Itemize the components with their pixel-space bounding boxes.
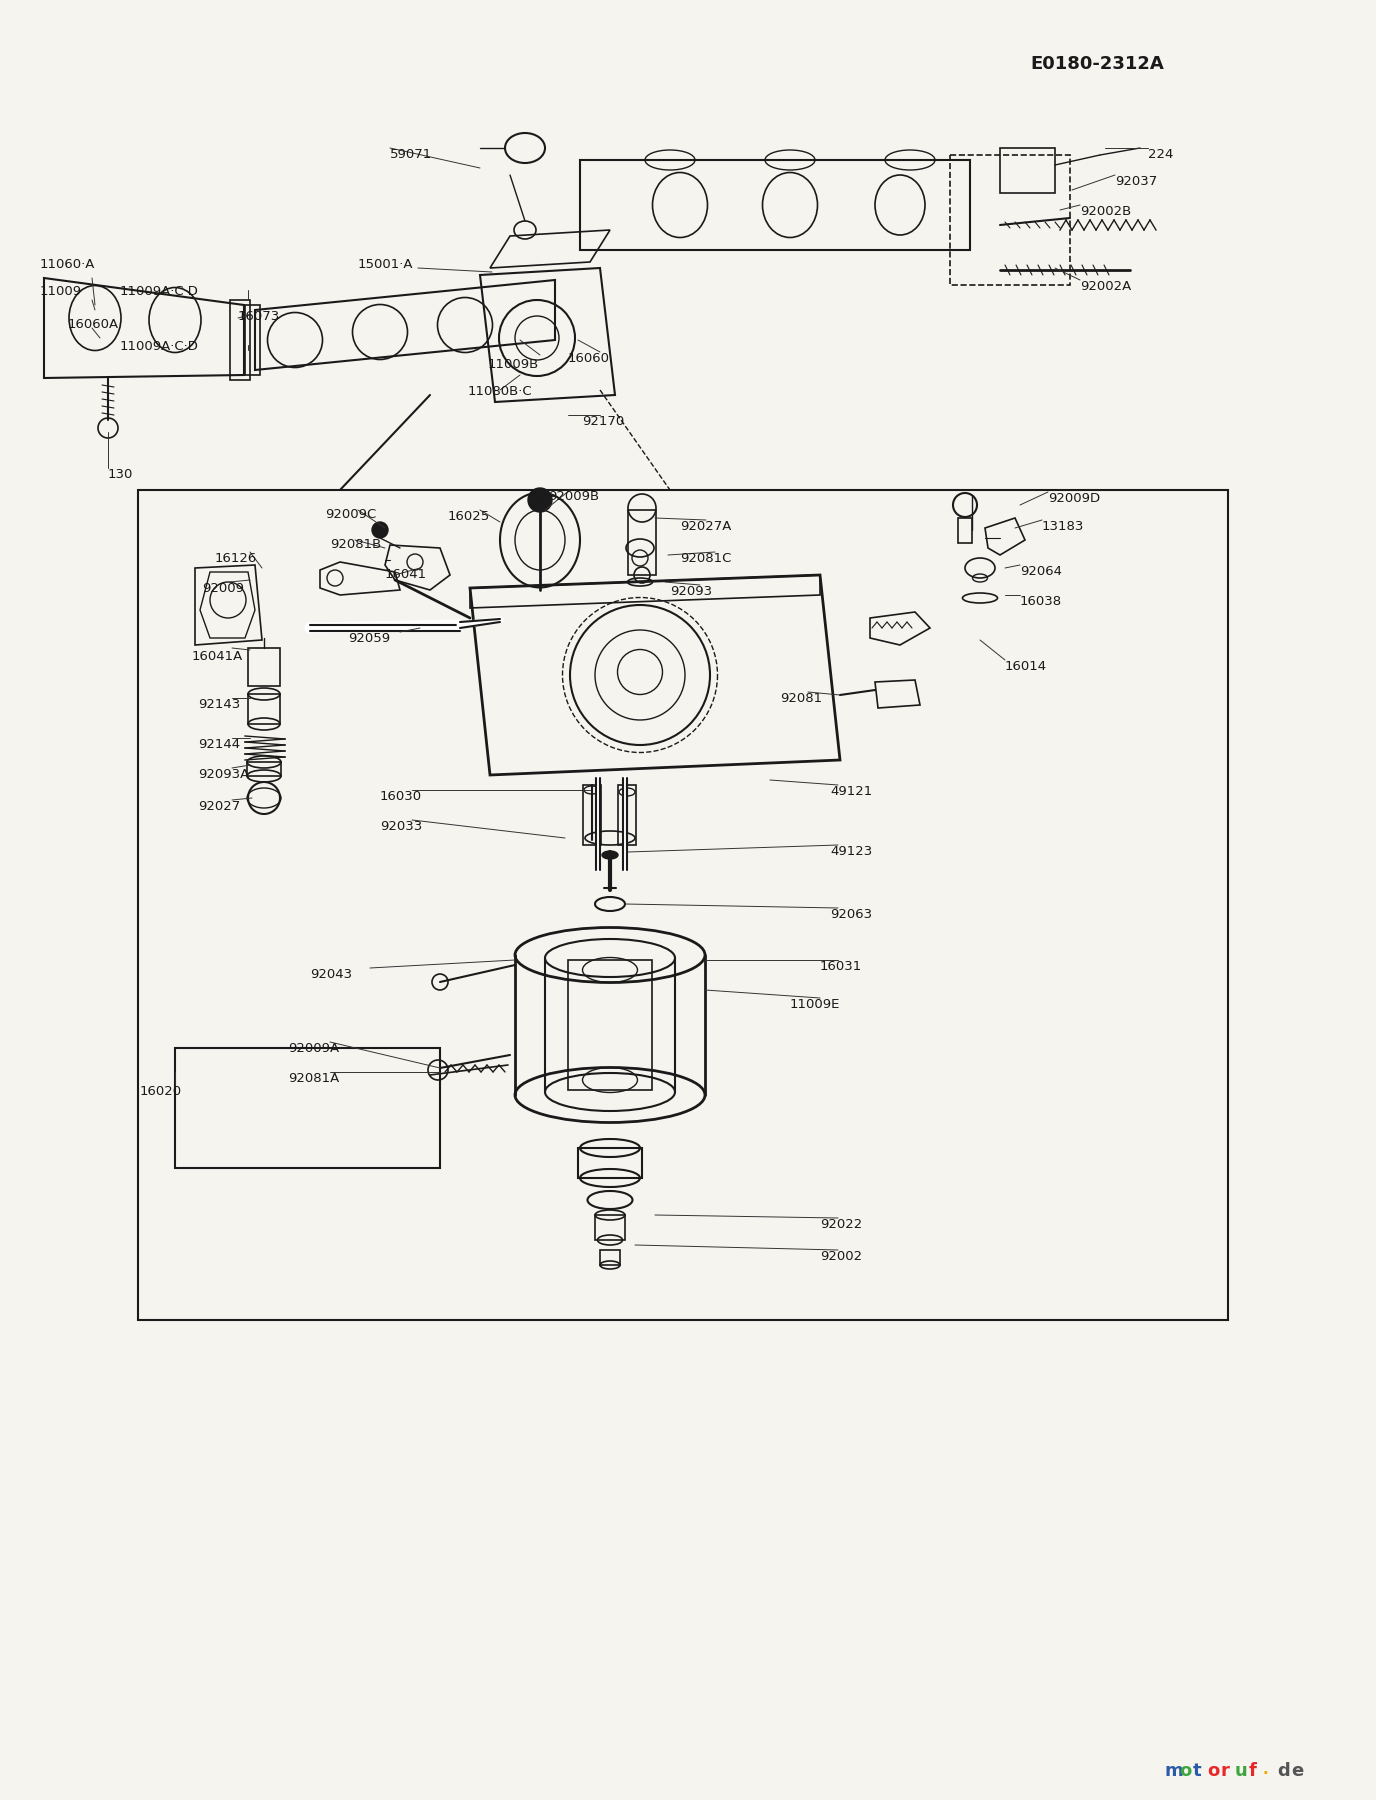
Text: 11009: 11009 (40, 284, 83, 299)
Text: 92002A: 92002A (1080, 281, 1131, 293)
Text: 92009A: 92009A (288, 1042, 338, 1055)
Text: 92081B: 92081B (330, 538, 381, 551)
Text: 224: 224 (1148, 148, 1174, 160)
Text: 16073: 16073 (238, 310, 281, 322)
Text: 15001·A: 15001·A (358, 257, 414, 272)
Bar (248, 761, 281, 776)
Text: 92144: 92144 (198, 738, 241, 751)
Bar (175, 1048, 440, 1168)
Text: 92009C: 92009C (325, 508, 376, 520)
Text: 16041: 16041 (385, 569, 427, 581)
Text: 92143: 92143 (198, 698, 241, 711)
Text: 59071: 59071 (389, 148, 432, 160)
Text: 92093: 92093 (670, 585, 713, 598)
Text: u: u (1236, 1762, 1248, 1780)
Bar (600, 1249, 621, 1265)
Text: m: m (1165, 1762, 1183, 1780)
Text: 16038: 16038 (1020, 596, 1062, 608)
Text: 49123: 49123 (830, 844, 872, 859)
Text: 92093A: 92093A (198, 769, 249, 781)
Circle shape (372, 522, 388, 538)
Text: 11009A·C·D: 11009A·C·D (120, 284, 200, 299)
Text: 130: 130 (107, 468, 133, 481)
Text: 11009A·C·D: 11009A·C·D (120, 340, 200, 353)
Text: f: f (1249, 1762, 1256, 1780)
Bar (594, 1215, 625, 1240)
Text: 92081C: 92081C (680, 553, 732, 565)
Text: 16041A: 16041A (193, 650, 244, 662)
Bar (245, 304, 260, 374)
Text: 16020: 16020 (140, 1085, 182, 1098)
Text: d: d (1277, 1762, 1289, 1780)
Bar (583, 785, 601, 844)
Text: E0180-2312A: E0180-2312A (1031, 56, 1164, 74)
Text: 92002: 92002 (820, 1249, 863, 1264)
Circle shape (528, 488, 552, 511)
Bar (618, 785, 636, 844)
Text: 16025: 16025 (449, 509, 490, 524)
Bar (627, 509, 656, 574)
Text: e: e (1291, 1762, 1303, 1780)
Text: 92022: 92022 (820, 1219, 863, 1231)
Text: 92081A: 92081A (288, 1073, 340, 1085)
Ellipse shape (603, 851, 618, 859)
Bar (1000, 148, 1055, 193)
Text: t: t (1193, 1762, 1201, 1780)
Text: 92059: 92059 (348, 632, 391, 644)
Bar (230, 301, 250, 380)
Bar (248, 695, 279, 724)
Text: 11009B: 11009B (488, 358, 539, 371)
Text: 16014: 16014 (1004, 661, 1047, 673)
Text: 49121: 49121 (830, 785, 872, 797)
Text: r: r (1221, 1762, 1230, 1780)
Text: 92027A: 92027A (680, 520, 732, 533)
Text: 92009D: 92009D (1049, 491, 1101, 506)
Bar (248, 648, 279, 686)
Text: 92009B: 92009B (548, 490, 599, 502)
Text: 92064: 92064 (1020, 565, 1062, 578)
Text: 92009: 92009 (202, 581, 244, 596)
Text: 11080B·C: 11080B·C (468, 385, 533, 398)
Text: o: o (1207, 1762, 1219, 1780)
Text: o: o (1179, 1762, 1192, 1780)
Text: 16126: 16126 (215, 553, 257, 565)
Text: 92027: 92027 (198, 799, 241, 814)
Text: 92037: 92037 (1115, 175, 1157, 187)
Text: 16031: 16031 (820, 959, 863, 974)
Text: .: . (1263, 1762, 1269, 1777)
Text: 16060: 16060 (568, 353, 610, 365)
Text: 92170: 92170 (582, 416, 625, 428)
Text: 11009E: 11009E (790, 997, 841, 1012)
Text: 16060A: 16060A (67, 319, 120, 331)
Text: 13183: 13183 (1042, 520, 1084, 533)
Text: 92063: 92063 (830, 907, 872, 922)
Bar (568, 959, 652, 1091)
Text: 92043: 92043 (310, 968, 352, 981)
Bar (138, 490, 1227, 1319)
Text: 92081: 92081 (780, 691, 821, 706)
Bar (958, 518, 971, 544)
Bar (578, 1148, 643, 1177)
Bar (949, 155, 1071, 284)
Text: 11060·A: 11060·A (40, 257, 95, 272)
Text: 92002B: 92002B (1080, 205, 1131, 218)
Text: 16030: 16030 (380, 790, 422, 803)
Text: 92033: 92033 (380, 821, 422, 833)
